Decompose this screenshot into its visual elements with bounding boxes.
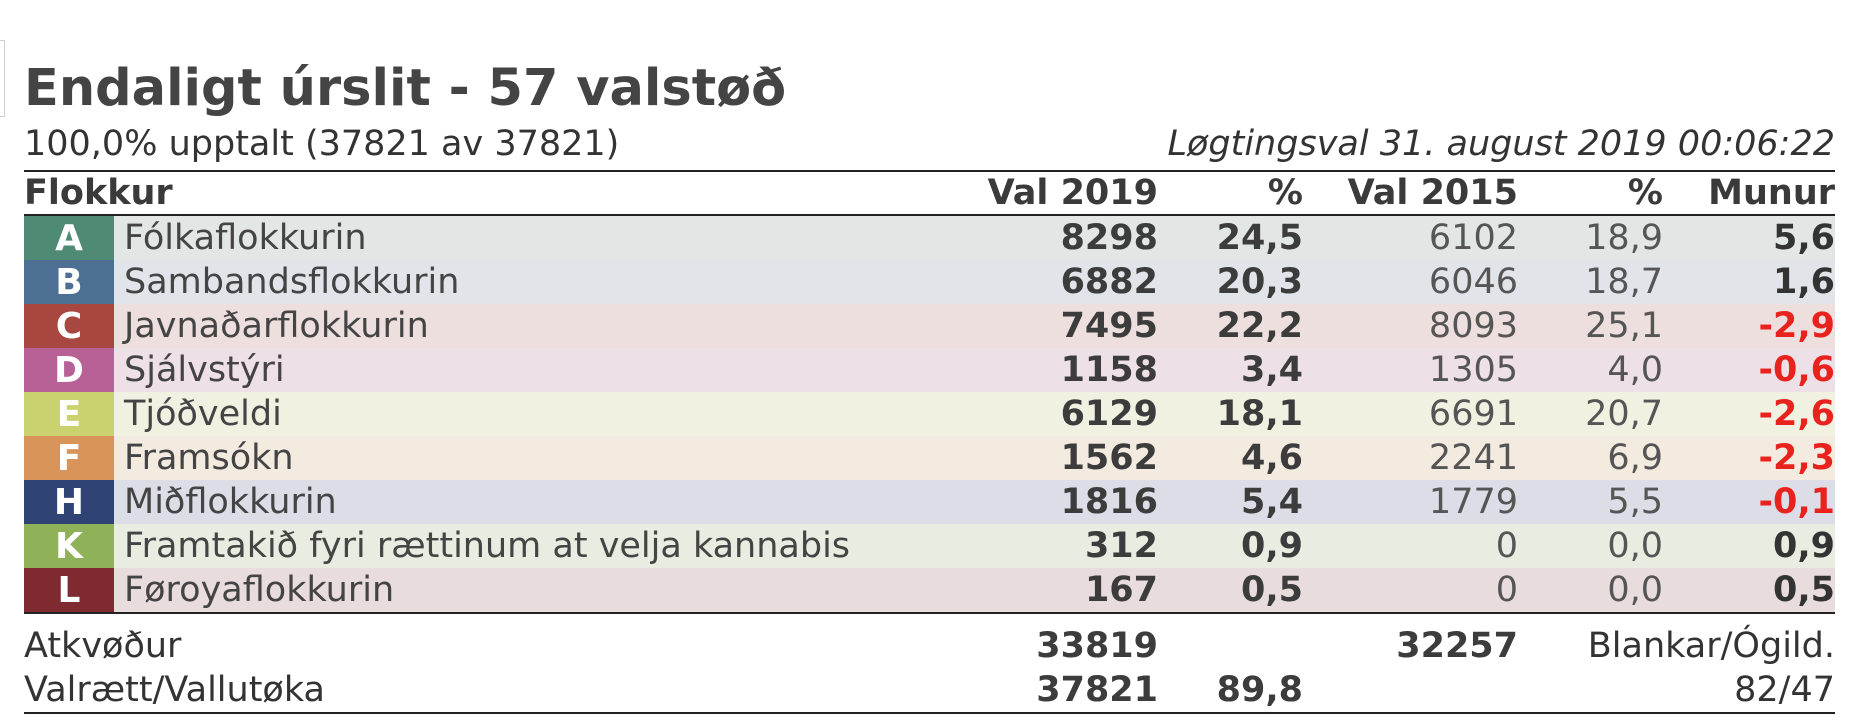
page-title: Endaligt úrslit - 57 valstøð [24,59,787,118]
party-val2015: 1305 [1303,348,1518,392]
table-row: A Fólkaflokkurin 8298 24,5 6102 18,9 5,6 [24,215,1835,260]
party-pct2019: 4,6 [1158,436,1303,480]
results-panel: Endaligt úrslit - 57 valstøð 100,0% uppt… [24,58,1835,714]
party-val2019: 167 [864,568,1158,614]
blank-values: 82/47 [1518,668,1835,714]
eligible-2019: 37821 [864,668,1158,714]
table-row: D Sjálvstýri 1158 3,4 1305 4,0 -0,6 [24,348,1835,392]
party-pct2019: 0,9 [1158,524,1303,568]
table-row: F Framsókn 1562 4,6 2241 6,9 -2,3 [24,436,1835,480]
results-table: Flokkur Val 2019 % Val 2015 % Munur A Fól… [24,170,1835,614]
col-header-val2019: Val 2019 [864,170,1158,216]
party-diff: -0,1 [1663,480,1835,524]
party-rows: A Fólkaflokkurin 8298 24,5 6102 18,9 5,6 B Samba… [24,215,1835,614]
party-diff: -2,3 [1663,436,1835,480]
party-val2019: 7495 [864,304,1158,348]
party-val2015: 8093 [1303,304,1518,348]
party-pct2015: 18,7 [1518,260,1663,304]
party-letter-badge: A [24,215,114,260]
col-header-pct2015: % [1518,170,1663,216]
party-pct2019: 22,2 [1158,304,1303,348]
table-row: C Javnaðarflokkurin 7495 22,2 8093 25,1 -2,9 [24,304,1835,348]
party-val2019: 6129 [864,392,1158,436]
totals-table: Atkvøður 33819 32257 Blankar/Ógild. Valr… [24,624,1835,714]
party-pct2019: 20,3 [1158,260,1303,304]
party-letter-badge: B [24,260,114,304]
party-val2019: 312 [864,524,1158,568]
party-diff: 0,9 [1663,524,1835,568]
party-val2015: 0 [1303,524,1518,568]
col-header-diff: Munur [1663,170,1835,216]
votes-2015: 32257 [1396,626,1518,666]
party-pct2019: 3,4 [1158,348,1303,392]
election-timestamp: Løgtingsval 31. august 2019 00:06:22 [1167,124,1835,164]
party-pct2015: 18,9 [1518,215,1663,260]
party-pct2015: 6,9 [1518,436,1663,480]
col-header-party: Flokkur [24,170,864,216]
party-val2019: 1816 [864,480,1158,524]
counted-status: 100,0% upptalt (37821 av 37821) [24,124,620,164]
table-row: B Sambandsflokkurin 6882 20,3 6046 18,7 1,6 [24,260,1835,304]
party-diff: -0,6 [1663,348,1835,392]
party-pct2015: 20,7 [1518,392,1663,436]
party-pct2015: 0,0 [1518,524,1663,568]
party-val2019: 6882 [864,260,1158,304]
totals-row-eligible: Valrætt/Vallutøka 37821 89,8 82/47 [24,668,1835,714]
party-pct2015: 5,5 [1518,480,1663,524]
party-diff: 0,5 [1663,568,1835,614]
party-pct2015: 4,0 [1518,348,1663,392]
party-name: Miðflokkurin [114,480,864,524]
party-val2015: 1779 [1303,480,1518,524]
col-header-val2015: Val 2015 [1303,170,1518,216]
party-pct2015: 0,0 [1518,568,1663,614]
party-diff: -2,6 [1663,392,1835,436]
party-val2015: 6046 [1303,260,1518,304]
table-row: H Miðflokkurin 1816 5,4 1779 5,5 -0,1 [24,480,1835,524]
party-val2015: 0 [1303,568,1518,614]
party-val2019: 1562 [864,436,1158,480]
party-pct2015: 25,1 [1518,304,1663,348]
party-letter-badge: H [24,480,114,524]
turnout-pct: 89,8 [1158,668,1303,714]
blank-label: Blankar/Ógild. [1587,626,1835,666]
party-val2015: 6691 [1303,392,1518,436]
party-name: Javnaðarflokkurin [114,304,864,348]
party-pct2019: 18,1 [1158,392,1303,436]
table-row: K Framtakið fyri rættinum at velja kannab… [24,524,1835,568]
col-header-pct2019: % [1158,170,1303,216]
party-name: Sjálvstýri [114,348,864,392]
party-pct2019: 0,5 [1158,568,1303,614]
left-edge-mark [0,40,5,117]
party-diff: 1,6 [1663,260,1835,304]
party-diff: -2,9 [1663,304,1835,348]
party-name: Framsókn [114,436,864,480]
party-diff: 5,6 [1663,215,1835,260]
totals-row-votes: Atkvøður 33819 32257 Blankar/Ógild. [24,624,1835,668]
party-name: Tjóðveldi [114,392,864,436]
subtitle-row: 100,0% upptalt (37821 av 37821) Løgtings… [24,120,1835,166]
party-pct2019: 24,5 [1158,215,1303,260]
party-letter-badge: C [24,304,114,348]
party-val2019: 8298 [864,215,1158,260]
table-header-row: Flokkur Val 2019 % Val 2015 % Munur [24,170,1835,216]
party-name: Føroyaflokkurin [114,568,864,614]
party-letter-badge: L [24,568,114,614]
party-val2015: 6102 [1303,215,1518,260]
table-row: L Føroyaflokkurin 167 0,5 0 0,0 0,5 [24,568,1835,614]
party-letter-badge: E [24,392,114,436]
party-name: Sambandsflokkurin [114,260,864,304]
party-val2019: 1158 [864,348,1158,392]
party-name: Framtakið fyri rættinum at velja kannabi… [114,524,864,568]
party-letter-badge: D [24,348,114,392]
party-val2015: 2241 [1303,436,1518,480]
votes-label: Atkvøður [24,626,182,666]
table-row: E Tjóðveldi 6129 18,1 6691 20,7 -2,6 [24,392,1835,436]
party-pct2019: 5,4 [1158,480,1303,524]
votes-2019: 33819 [1036,626,1158,666]
party-letter-badge: F [24,436,114,480]
party-name: Fólkaflokkurin [114,215,864,260]
party-letter-badge: K [24,524,114,568]
eligible-label: Valrætt/Vallutøka [24,668,864,714]
